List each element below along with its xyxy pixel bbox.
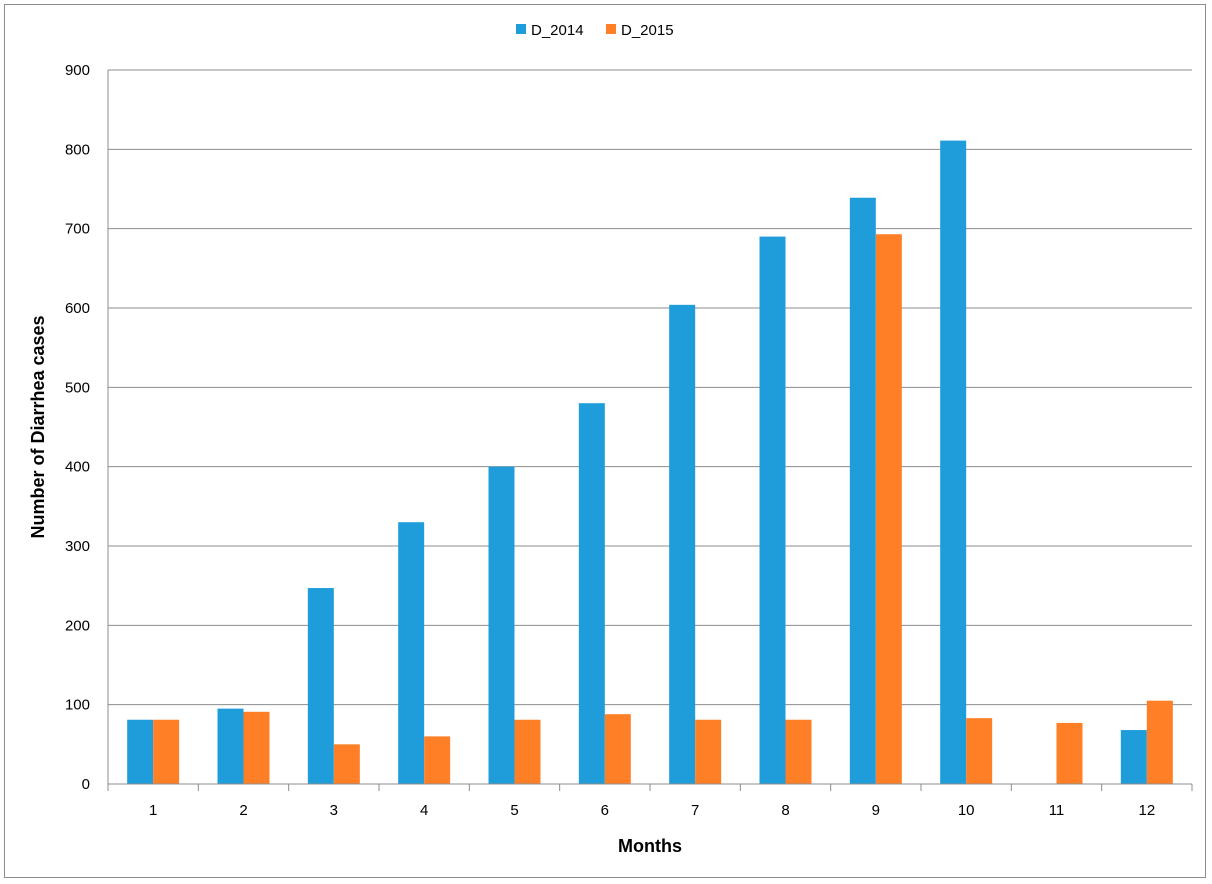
legend-label: D_2014 bbox=[531, 22, 584, 39]
bar-d-2014-month-7 bbox=[669, 304, 696, 784]
bar-d-2015-month-7 bbox=[695, 719, 722, 784]
y-tick-label: 800 bbox=[65, 141, 90, 158]
y-tick-label: 100 bbox=[65, 697, 90, 714]
bar-d-2015-month-1 bbox=[153, 719, 180, 784]
bar-d-2015-month-4 bbox=[424, 736, 451, 784]
bar-d-2015-month-6 bbox=[604, 714, 631, 784]
x-axis-title: Months bbox=[618, 836, 682, 856]
bar-d-2015-month-9 bbox=[875, 234, 902, 785]
y-tick-label: 200 bbox=[65, 617, 90, 634]
bar-d-2015-month-3 bbox=[333, 744, 360, 784]
bar-d-2014-month-2 bbox=[217, 708, 244, 784]
bar-d-2014-month-9 bbox=[849, 197, 876, 784]
x-tick-label: 2 bbox=[239, 802, 247, 819]
x-tick-label: 6 bbox=[601, 802, 609, 819]
bars bbox=[127, 140, 1173, 785]
y-tick-label: 500 bbox=[65, 379, 90, 396]
x-tick-label: 10 bbox=[958, 802, 975, 819]
bar-d-2015-month-2 bbox=[243, 711, 270, 784]
x-tick-label: 3 bbox=[330, 802, 338, 819]
legend-swatch bbox=[516, 24, 526, 34]
x-tick-label: 4 bbox=[420, 802, 428, 819]
bar-d-2014-month-10 bbox=[940, 140, 967, 784]
x-tick-label: 7 bbox=[691, 802, 699, 819]
x-tick-label: 12 bbox=[1138, 802, 1155, 819]
bar-d-2015-month-8 bbox=[785, 719, 812, 784]
legend-swatch bbox=[606, 24, 616, 34]
x-tick-label: 1 bbox=[149, 802, 157, 819]
bar-d-2015-month-11 bbox=[1056, 722, 1083, 784]
gridlines bbox=[108, 69, 1192, 785]
y-tick-label: 0 bbox=[82, 776, 90, 793]
x-tick-label: 5 bbox=[510, 802, 518, 819]
y-axis-title: Number of Diarrhea cases bbox=[28, 315, 48, 538]
bar-d-2014-month-4 bbox=[398, 522, 425, 784]
y-tick-label: 300 bbox=[65, 538, 90, 555]
bar-d-2015-month-12 bbox=[1146, 700, 1173, 784]
y-tick-label: 700 bbox=[65, 221, 90, 238]
x-tick-label: 8 bbox=[781, 802, 789, 819]
x-tick-label: 9 bbox=[872, 802, 880, 819]
bar-d-2014-month-8 bbox=[759, 236, 786, 785]
legend-label: D_2015 bbox=[621, 22, 674, 39]
bar-d-2014-month-1 bbox=[127, 719, 154, 784]
bar-d-2014-month-3 bbox=[307, 588, 334, 784]
y-tick-label: 400 bbox=[65, 459, 90, 476]
bar-d-2014-month-5 bbox=[488, 466, 515, 784]
y-tick-label: 600 bbox=[65, 300, 90, 317]
bar-d-2015-month-5 bbox=[514, 719, 541, 784]
bar-d-2014-month-12 bbox=[1120, 730, 1147, 784]
y-tick-label: 900 bbox=[65, 62, 90, 79]
legend: D_2014 D_2015 bbox=[516, 22, 674, 39]
bar-d-2014-month-6 bbox=[578, 403, 605, 784]
x-tick-label: 11 bbox=[1049, 802, 1065, 819]
bar-d-2015-month-10 bbox=[966, 718, 993, 784]
